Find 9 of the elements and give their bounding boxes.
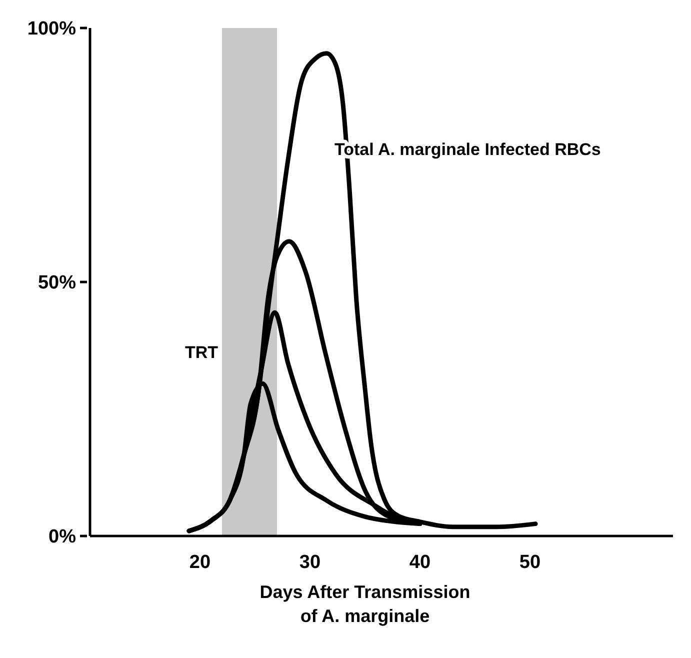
- y-tick-label: 50%: [38, 272, 76, 294]
- x-tick-label: 20: [189, 552, 211, 573]
- x-tick-label: 50: [519, 552, 541, 573]
- y-tick-label: 0%: [48, 526, 76, 548]
- y-tick-label: 100%: [27, 18, 76, 40]
- x-axis-title: Days After Transmission of A. marginale: [260, 582, 470, 626]
- x-tick-label: 40: [409, 552, 431, 573]
- band-label: TRT: [184, 343, 219, 362]
- x-tick-label: 30: [299, 552, 321, 573]
